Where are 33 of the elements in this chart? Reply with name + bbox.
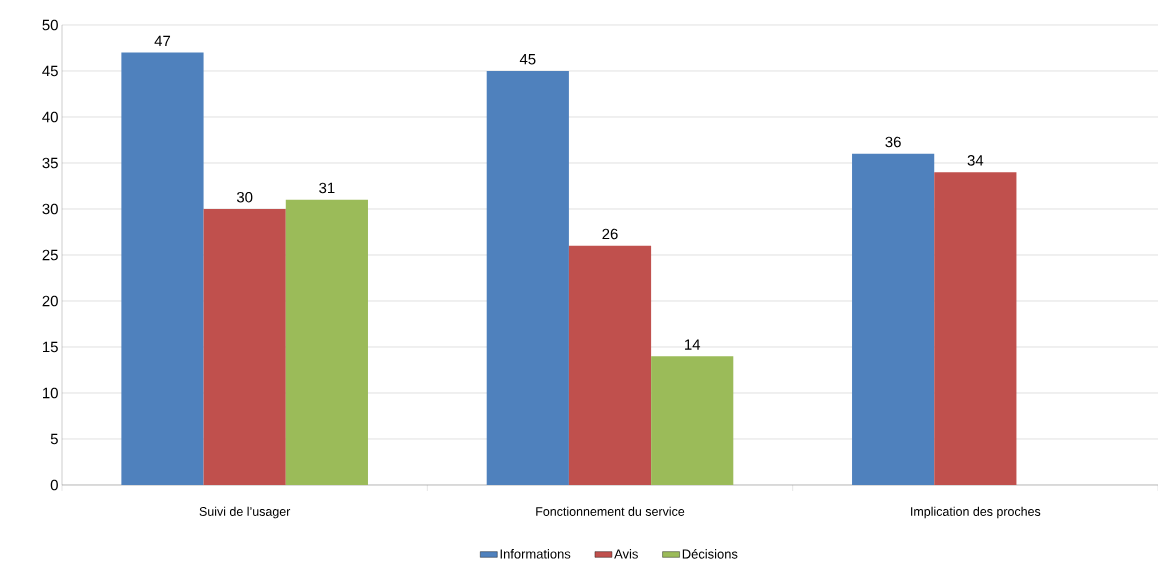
x-tick-label: Implication des proches [911, 506, 1041, 519]
bar [651, 356, 734, 485]
x-tick-label: Fonctionnement du service [536, 506, 685, 516]
y-tick-label: 35 [42, 157, 58, 169]
data-label: 14 [685, 339, 701, 350]
data-label: 31 [319, 182, 335, 194]
x-tick-label: Suivi de l’usager [199, 506, 291, 519]
bar [121, 52, 204, 485]
bar [852, 153, 935, 485]
y-tick-label: 0 [50, 479, 58, 491]
data-label: 30 [236, 191, 253, 203]
y-tick-label: 50 [42, 19, 58, 31]
data-label: 26 [602, 228, 618, 240]
y-tick-label: 15 [43, 341, 58, 353]
bar [203, 208, 286, 485]
y-tick-label: 5 [50, 433, 58, 445]
bar [285, 199, 368, 485]
data-label: 36 [885, 136, 901, 148]
y-tick-label: 30 [42, 203, 58, 215]
bar [568, 245, 652, 485]
data-label: 34 [967, 155, 984, 166]
y-tick-label: 20 [42, 295, 58, 307]
data-label: 45 [519, 54, 536, 65]
y-tick-label: 45 [42, 65, 58, 77]
legend-label: Décisions [682, 548, 738, 559]
legend-label: Informations [500, 549, 571, 559]
y-tick-label: 40 [42, 111, 58, 123]
y-tick-label: 25 [42, 249, 58, 261]
data-label: 47 [154, 35, 171, 47]
bar [934, 172, 1017, 485]
bar [486, 70, 569, 485]
y-tick-label: 10 [43, 387, 58, 399]
legend-label: Avis [614, 549, 638, 559]
